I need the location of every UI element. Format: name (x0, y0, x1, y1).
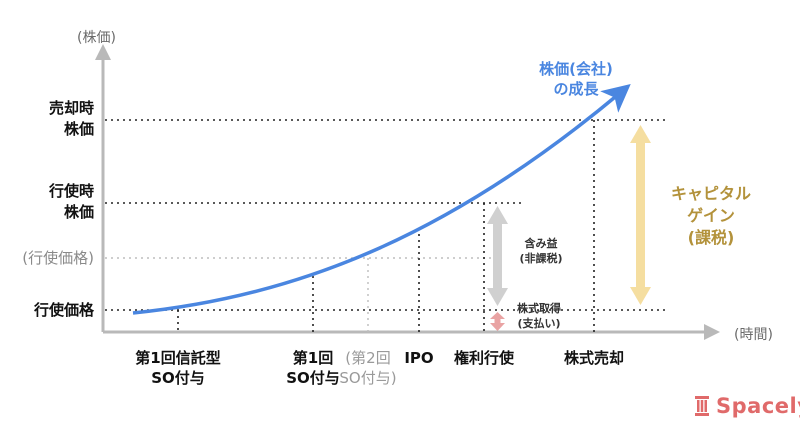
unrealized-gain-line2: (非課税) (519, 252, 563, 265)
acquisition-line2: (支払い) (517, 317, 561, 330)
stock-price-curve (132, 84, 631, 315)
x-label-exercise: 権利行使 (453, 349, 514, 367)
pillar-icon (695, 396, 709, 416)
capital-gain-arrow (630, 125, 651, 305)
capital-gain-line1: キャピタル (670, 184, 751, 203)
acquisition-line1: 株式取得 (517, 302, 561, 315)
x-label-first-so: 第1回 SO付与 (253, 348, 373, 388)
y-label-exercise-price: 行使価格 (33, 301, 94, 319)
x-label-first-trust-line2: SO付与 (151, 369, 205, 387)
unrealized-gain-arrow (487, 206, 508, 306)
curve-label-line1: 株価(会社) (539, 60, 613, 78)
x-axis-name: (時間) (734, 327, 773, 343)
brand-logo: Spacely (694, 394, 800, 418)
brand-name: Spacely (716, 394, 800, 418)
x-label-first-line1: 第1回 (292, 349, 334, 367)
acquisition-arrow (490, 312, 505, 331)
unrealized-gain-label: 含み益 (非課税) (506, 236, 576, 266)
x-axis-arrowhead (704, 324, 720, 340)
y-label-exercise-time-line2: 株価 (63, 203, 94, 221)
y-label-sale-price-line1: 売却時 (48, 99, 94, 117)
x-label-first-line2: SO付与 (286, 369, 340, 387)
curve-label-line2: の成長 (553, 80, 599, 98)
curve-label: 株価(会社) の成長 (516, 59, 636, 99)
x-label-ipo: IPO (404, 349, 434, 367)
acquisition-label: 株式取得 (支払い) (504, 301, 574, 331)
x-label-second-line1: (第2回 (345, 349, 391, 367)
y-label-alt-exercise-price: (行使価格) (22, 249, 94, 267)
y-label-sale-price-line2: 株価 (63, 120, 94, 138)
y-label-exercise-time-price: 行使時 株価 (49, 181, 94, 223)
x-label-second-line2: SO付与) (339, 369, 397, 387)
x-label-second-so: (第2回 SO付与) (322, 348, 414, 388)
unrealized-gain-line1: 含み益 (524, 237, 558, 250)
x-label-sale: 株式売却 (563, 349, 624, 367)
capital-gain-label: キャピタル ゲイン (課税) (656, 183, 766, 249)
capital-gain-line2: ゲイン (687, 206, 735, 225)
x-label-first-trust-line1: 第1回信託型 (135, 349, 221, 367)
capital-gain-line3: (課税) (687, 228, 735, 247)
y-axis-name: (株価) (77, 30, 116, 46)
x-label-first-trust-so: 第1回信託型 SO付与 (110, 348, 246, 388)
y-axis-arrowhead (95, 44, 111, 60)
y-label-exercise-time-line1: 行使時 (48, 182, 94, 200)
y-label-sale-price: 売却時 株価 (49, 98, 94, 140)
